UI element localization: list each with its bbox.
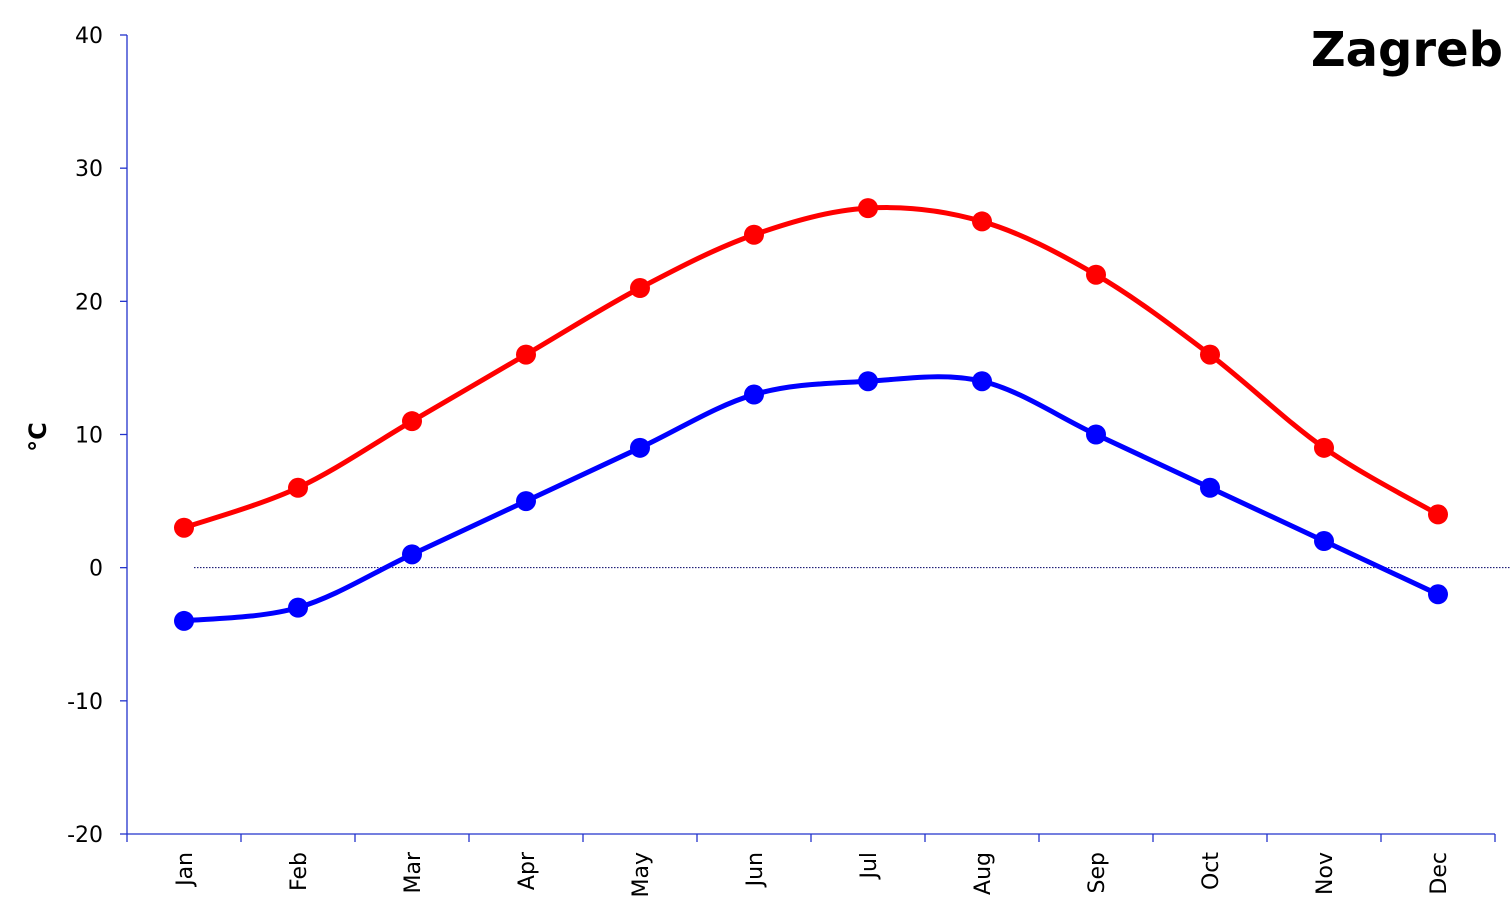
- series-layer: [174, 198, 1448, 631]
- x-tick-label: Jun: [743, 852, 768, 888]
- x-tick-label: Aug: [971, 852, 996, 895]
- data-point-low: [630, 437, 650, 458]
- data-point-high: [630, 278, 650, 299]
- y-axis: -20 -10 0 10 20 30 40: [67, 24, 128, 848]
- x-tick-label: Oct: [1199, 852, 1224, 890]
- y-tick-label: -10: [67, 690, 103, 715]
- chart-title: Zagreb: [1311, 22, 1503, 78]
- data-point-high: [1200, 344, 1220, 365]
- data-point-high: [402, 411, 422, 432]
- x-tick-label: Jul: [857, 852, 882, 881]
- data-point-high: [1314, 437, 1334, 458]
- data-point-low: [858, 371, 878, 392]
- data-point-low: [288, 597, 308, 618]
- y-axis-title: °C: [24, 422, 52, 452]
- x-tick-label: Nov: [1313, 852, 1338, 895]
- x-tick-label: May: [629, 852, 654, 897]
- data-point-low: [1200, 477, 1220, 498]
- y-tick-label: 30: [75, 157, 103, 182]
- data-point-low: [744, 384, 764, 405]
- x-axis: Jan Feb Mar Apr May Jun Jul Aug Sep Oct Nov Dec: [126, 833, 1496, 897]
- x-tick-label: Sep: [1085, 852, 1110, 893]
- y-tick-label: -20: [67, 823, 103, 848]
- data-point-high: [1428, 504, 1448, 525]
- data-point-low: [402, 544, 422, 565]
- x-tick-label: Jan: [173, 852, 198, 888]
- series-low: [174, 371, 1448, 631]
- data-point-low: [1086, 424, 1106, 445]
- data-point-high: [174, 517, 194, 538]
- y-tick-label: 20: [75, 290, 103, 315]
- x-tick-label: Mar: [401, 851, 426, 893]
- y-tick-label: 0: [89, 557, 103, 582]
- x-tick-label: Feb: [287, 852, 312, 891]
- x-tick-label: Apr: [515, 851, 540, 890]
- data-point-low: [1314, 531, 1334, 552]
- data-point-low: [972, 371, 992, 392]
- data-point-high: [972, 211, 992, 232]
- series-line-high: [181, 205, 1441, 531]
- data-point-low: [1428, 584, 1448, 605]
- series-line-low: [181, 374, 1441, 624]
- data-point-high: [1086, 264, 1106, 285]
- data-point-high: [744, 224, 764, 245]
- data-point-high: [858, 198, 878, 219]
- y-tick-label: 40: [75, 24, 103, 49]
- y-tick-label: 10: [75, 424, 103, 449]
- data-point-low: [174, 610, 194, 631]
- data-point-high: [516, 344, 536, 365]
- series-high: [174, 198, 1448, 538]
- x-tick-label: Dec: [1427, 852, 1452, 895]
- data-point-high: [288, 477, 308, 498]
- data-point-low: [516, 491, 536, 512]
